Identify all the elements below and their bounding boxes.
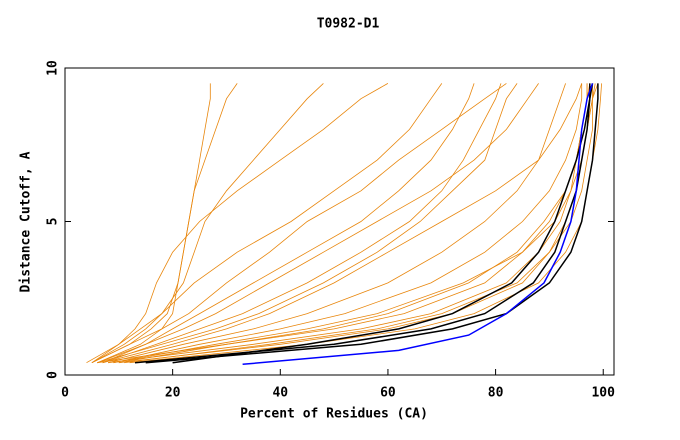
x-tick-label: 60: [380, 386, 396, 401]
chart-title: T0982-D1: [317, 17, 380, 32]
data-line: [97, 83, 539, 364]
x-tick-label: 0: [61, 386, 69, 401]
data-line: [91, 83, 389, 364]
data-line: [91, 83, 507, 364]
x-tick-label: 80: [488, 386, 504, 401]
data-line: [118, 83, 588, 364]
y-tick-label: 0: [46, 371, 61, 379]
data-line: [108, 83, 566, 364]
data-line: [86, 83, 324, 364]
data-line: [113, 83, 583, 364]
data-line: [102, 83, 475, 364]
x-axis-label: Percent of Residues (CA): [240, 407, 428, 422]
data-line: [145, 83, 599, 364]
y-tick-label: 5: [46, 218, 61, 226]
data-line: [91, 83, 443, 364]
data-line: [172, 83, 594, 364]
data-line: [108, 83, 591, 364]
y-tick-label: 10: [46, 60, 61, 76]
x-tick-label: 100: [591, 386, 615, 401]
data-line: [242, 83, 594, 366]
data-line: [97, 83, 518, 364]
y-axis-label: Distance Cutoff, A: [19, 151, 34, 292]
data-line: [102, 83, 502, 364]
x-tick-label: 20: [165, 386, 181, 401]
data-line: [124, 83, 599, 364]
x-tick-label: 40: [272, 386, 288, 401]
data-line: [97, 83, 238, 364]
data-line: [134, 83, 591, 364]
data-line: [97, 83, 588, 364]
data-line: [102, 83, 583, 364]
data-line: [129, 83, 602, 364]
plot-frame: [64, 67, 615, 376]
